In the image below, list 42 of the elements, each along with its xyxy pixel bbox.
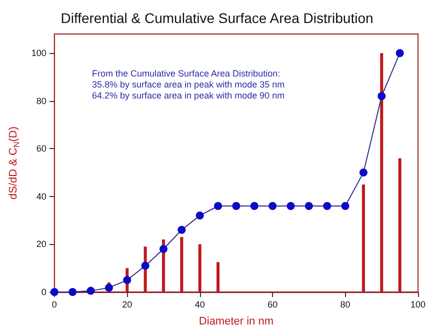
- point: [359, 168, 368, 177]
- x-tick-label: 80: [340, 300, 350, 310]
- x-axis-title: Diameter in nm: [198, 316, 274, 328]
- bar: [180, 237, 184, 292]
- point: [141, 262, 150, 270]
- point: [286, 202, 295, 210]
- y-tick-label: 40: [36, 191, 46, 202]
- x-tick-label: 0: [52, 300, 57, 310]
- bar: [216, 262, 220, 292]
- y-tick-label: 100: [31, 48, 46, 58]
- point: [323, 202, 332, 210]
- point: [123, 276, 132, 284]
- point: [341, 202, 350, 210]
- point: [378, 92, 386, 100]
- x-tick-label: 40: [194, 300, 205, 310]
- bar: [380, 53, 384, 292]
- point: [214, 202, 222, 210]
- x-tick-label: 20: [122, 300, 132, 310]
- bar: [398, 158, 402, 292]
- bar: [198, 244, 202, 292]
- point: [68, 288, 77, 296]
- point: [160, 245, 168, 253]
- point: [86, 286, 95, 295]
- y-tick-label: 80: [36, 96, 46, 106]
- point: [268, 202, 277, 210]
- point: [50, 288, 58, 296]
- point: [104, 284, 113, 292]
- y-tick-label: 60: [36, 144, 46, 154]
- point: [396, 49, 404, 58]
- y-tick-label: 20: [36, 239, 46, 250]
- point: [304, 202, 313, 210]
- point: [196, 212, 204, 220]
- chart-title: Differential & Cumulative Surface Area Distribution: [60, 10, 374, 26]
- point: [232, 202, 240, 210]
- point: [250, 202, 258, 210]
- y-tick-label: 0: [41, 287, 46, 297]
- point: [178, 226, 186, 234]
- annotation: From the Cumulative Surface Area Distribution: 35.8% by surface area in peak with mode 35 nm 64.2% by surface area in peak with mode 90 nm: [92, 68, 285, 100]
- y-axis-title: dS/dD & CN(D): [8, 126, 21, 200]
- bar: [362, 184, 365, 292]
- x-tick-label: 100: [410, 300, 426, 310]
- x-tick-label: 60: [268, 300, 278, 310]
